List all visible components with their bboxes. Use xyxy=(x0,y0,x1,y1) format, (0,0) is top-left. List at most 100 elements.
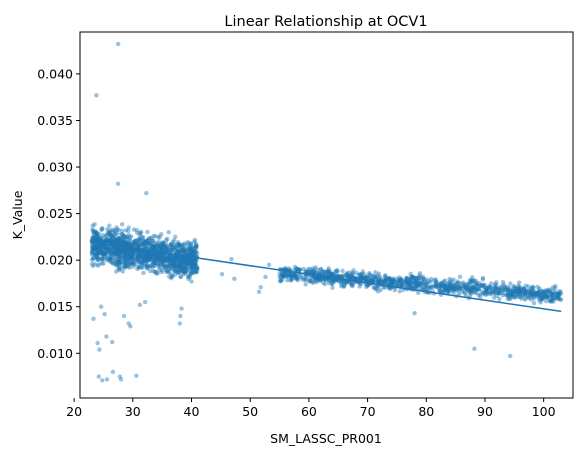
scatter-point xyxy=(187,250,192,255)
scatter-point xyxy=(110,229,115,234)
scatter-point xyxy=(418,283,424,288)
scatter-point xyxy=(154,271,159,276)
scatter-point xyxy=(141,249,146,255)
scatter-point xyxy=(495,287,501,292)
scatter-point xyxy=(150,259,155,264)
scatter-point xyxy=(529,288,535,294)
scatter-point xyxy=(120,249,125,255)
scatter-point xyxy=(435,281,440,287)
scatter-point xyxy=(100,244,106,250)
scatter-point xyxy=(188,247,193,252)
scatter-point xyxy=(151,268,156,274)
scatter-point xyxy=(95,254,101,260)
scatter-point xyxy=(160,244,166,249)
scatter-point xyxy=(177,270,182,275)
scatter-point xyxy=(192,248,198,253)
scatter-point xyxy=(104,239,109,244)
scatter-point xyxy=(154,241,159,246)
scatter-point xyxy=(449,280,454,285)
scatter-point xyxy=(370,273,376,278)
scatter-point xyxy=(146,257,151,263)
scatter-point xyxy=(195,265,200,270)
scatter-point xyxy=(158,262,164,267)
scatter-point xyxy=(120,241,125,246)
scatter-point xyxy=(181,269,187,274)
scatter-point xyxy=(119,228,125,234)
scatter-point xyxy=(147,240,152,246)
scatter-point xyxy=(126,254,131,260)
scatter-point xyxy=(176,242,181,248)
scatter-point xyxy=(414,275,419,281)
scatter-point xyxy=(90,246,95,252)
scatter-point xyxy=(154,252,160,257)
scatter-point xyxy=(93,253,98,258)
scatter-point xyxy=(100,251,106,256)
scatter-point xyxy=(134,238,139,243)
scatter-point xyxy=(444,288,450,293)
scatter-point xyxy=(99,257,105,262)
scatter-point xyxy=(94,237,99,242)
scatter-point xyxy=(535,294,540,299)
scatter-point xyxy=(117,250,122,255)
scatter-point xyxy=(152,258,158,263)
scatter-point xyxy=(180,268,185,273)
scatter-point xyxy=(137,257,142,262)
scatter-point xyxy=(171,263,176,268)
scatter-point xyxy=(141,250,147,256)
scatter-point xyxy=(153,254,159,259)
scatter-point xyxy=(91,236,96,242)
x-tick-label: 30 xyxy=(125,404,141,419)
scatter-point xyxy=(128,253,133,259)
scatter-point xyxy=(441,289,446,294)
scatter-point xyxy=(107,239,112,245)
scatter-point xyxy=(477,280,482,286)
scatter-point xyxy=(123,247,129,253)
scatter-point xyxy=(554,291,560,296)
scatter-point xyxy=(170,264,175,270)
scatter-point xyxy=(92,222,97,227)
scatter-point xyxy=(115,240,120,245)
scatter-point xyxy=(122,247,127,253)
scatter-point xyxy=(455,279,460,284)
scatter-point xyxy=(133,241,138,247)
scatter-point xyxy=(341,284,347,289)
scatter-point xyxy=(546,287,551,292)
scatter-point xyxy=(108,257,113,262)
scatter-point xyxy=(119,232,125,237)
scatter-point xyxy=(179,259,184,264)
scatter-point xyxy=(138,260,144,265)
scatter-point xyxy=(406,281,411,287)
scatter-point xyxy=(376,280,381,285)
scatter-point xyxy=(107,223,112,228)
scatter-point xyxy=(144,263,149,269)
scatter-point xyxy=(118,254,124,259)
scatter-point xyxy=(543,288,548,293)
scatter-point xyxy=(118,251,123,257)
scatter-point xyxy=(131,250,136,255)
scatter-point xyxy=(180,258,185,264)
scatter-point xyxy=(147,253,152,258)
scatter-point xyxy=(416,282,421,287)
scatter-point xyxy=(292,264,298,270)
scatter-point xyxy=(135,256,141,261)
scatter-point xyxy=(102,250,107,255)
scatter-point xyxy=(94,257,100,262)
scatter-point xyxy=(99,251,105,256)
scatter-point xyxy=(194,269,199,275)
x-axis-label: SM_LASSC_PR001 xyxy=(270,431,382,446)
scatter-point xyxy=(192,258,197,264)
scatter-point xyxy=(144,254,150,259)
scatter-point xyxy=(519,289,525,295)
scatter-point xyxy=(181,249,186,254)
scatter-point xyxy=(160,259,165,264)
scatter-point xyxy=(153,244,158,249)
scatter-point xyxy=(149,237,154,242)
scatter-point xyxy=(461,282,467,287)
scatter-point xyxy=(325,272,330,277)
scatter-point xyxy=(531,291,537,296)
scatter-point xyxy=(191,262,197,267)
scatter-point xyxy=(155,261,160,266)
scatter-point xyxy=(527,289,533,294)
scatter-point xyxy=(329,271,335,277)
scatter-point xyxy=(151,258,157,263)
